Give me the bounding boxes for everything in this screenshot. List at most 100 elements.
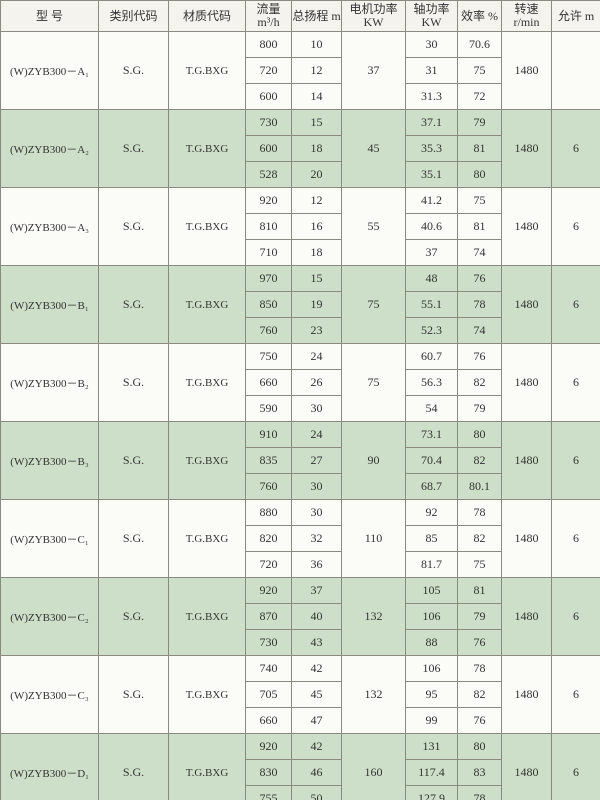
table-row: 600 18 35.3 81 (1, 135, 600, 162)
flow-cell: 910 (245, 421, 292, 448)
head-cell: 27 (291, 447, 342, 474)
npsh-cell: 6 (551, 421, 600, 500)
flow-cell: 755 (245, 785, 292, 800)
head-cell: 19 (291, 291, 342, 318)
head-cell: 42 (291, 733, 342, 760)
shaft-power-cell: 68.7 (405, 473, 458, 500)
table-row: (W)ZYB300－B₁ S.G. T.G.BXG 970 15 75 48 76 1480 6 (0, 265, 600, 344)
efficiency-cell: 82 (457, 681, 502, 708)
shaft-power-cell: 40.6 (405, 213, 458, 240)
material-cell: T.G.BXG (168, 187, 246, 266)
model-cell: (W)ZYB300－A₂ (0, 109, 99, 188)
efficiency-cell: 74 (457, 317, 502, 344)
shaft-power-cell: 56.3 (405, 369, 458, 396)
table-body: (W)ZYB300－A₁ S.G. T.G.BXG 800 10 37 30 70.6 1480… (0, 31, 600, 800)
head-cell: 47 (291, 707, 342, 734)
shaft-power-cell: 106 (405, 655, 458, 682)
efficiency-cell: 76 (457, 265, 502, 292)
flow-cell: 660 (245, 369, 292, 396)
model-cell: (W)ZYB300－B₃ (0, 421, 99, 500)
class-cell: S.G. (98, 265, 169, 344)
efficiency-cell: 82 (457, 525, 502, 552)
table-row: 760 30 68.7 80.1 (1, 473, 600, 500)
head-cell: 24 (291, 421, 342, 448)
efficiency-cell: 81 (457, 577, 502, 604)
flow-cell: 760 (245, 473, 292, 500)
model-cell: (W)ZYB300－A₃ (0, 187, 99, 266)
head-cell: 14 (291, 83, 342, 110)
motor-power-cell: 37 (341, 31, 406, 110)
shaft-power-cell: 37.1 (405, 109, 458, 136)
efficiency-cell: 82 (457, 369, 502, 396)
class-cell: S.G. (98, 109, 169, 188)
head-cell: 10 (291, 31, 342, 58)
head-cell: 15 (291, 109, 342, 136)
model-cell: (W)ZYB300－C₂ (0, 577, 99, 656)
table-row: 528 20 35.1 80 (1, 161, 600, 188)
material-cell: T.G.BXG (168, 577, 246, 656)
head-cell: 16 (291, 213, 342, 240)
table-row: (W)ZYB300－A₃ S.G. T.G.BXG 920 12 55 41.2 75 1480… (0, 187, 600, 266)
class-cell: S.G. (98, 655, 169, 734)
head-cell: 36 (291, 551, 342, 578)
material-cell: T.G.BXG (168, 31, 246, 110)
speed-cell: 1480 (501, 577, 552, 656)
shaft-power-cell: 81.7 (405, 551, 458, 578)
flow-cell: 740 (245, 655, 292, 682)
head-cell: 12 (291, 57, 342, 84)
table-row: 590 30 54 79 (1, 395, 600, 422)
speed-cell: 1480 (501, 109, 552, 188)
table-row: (W)ZYB300－C₂ S.G. T.G.BXG 920 37 132 105 81 1480… (0, 577, 600, 656)
table-row: (W)ZYB300－C₃ S.G. T.G.BXG 740 42 132 106 78 1480… (0, 655, 600, 734)
class-cell: S.G. (98, 31, 169, 110)
table-row: (W)ZYB300－B₃ S.G. T.G.BXG 910 24 90 73.1 80 1480… (0, 421, 600, 500)
efficiency-cell: 79 (457, 109, 502, 136)
efficiency-cell: 70.6 (457, 31, 502, 58)
motor-power-cell: 132 (341, 655, 406, 734)
header-cell: 材质代码 (168, 0, 246, 32)
npsh-cell: 6 (551, 577, 600, 656)
header-row: 型 号类别代码 材质代码 流量 m³/h 总扬程 m 电机功率 KW 轴功率 KW 效率 %… (0, 0, 600, 32)
head-cell: 18 (291, 239, 342, 266)
motor-power-cell: 110 (341, 499, 406, 578)
speed-cell: 1480 (501, 343, 552, 422)
motor-power-cell: 75 (341, 343, 406, 422)
header-cell: 轴功率 KW (405, 0, 458, 32)
head-cell: 37 (291, 577, 342, 604)
shaft-power-cell: 52.3 (405, 317, 458, 344)
head-cell: 30 (291, 499, 342, 526)
efficiency-cell: 76 (457, 343, 502, 370)
flow-cell: 528 (245, 161, 292, 188)
header-cell: 效率 % (457, 0, 502, 32)
shaft-power-cell: 95 (405, 681, 458, 708)
model-cell: (W)ZYB300－C₁ (0, 499, 99, 578)
flow-cell: 830 (245, 759, 292, 786)
head-cell: 45 (291, 681, 342, 708)
header-cell: 类别代码 (98, 0, 169, 32)
shaft-power-cell: 41.2 (405, 187, 458, 214)
head-cell: 12 (291, 187, 342, 214)
efficiency-cell: 79 (457, 603, 502, 630)
flow-cell: 850 (245, 291, 292, 318)
table-row: 720 12 31 75 (1, 57, 600, 84)
shaft-power-cell: 85 (405, 525, 458, 552)
efficiency-cell: 74 (457, 239, 502, 266)
table-row: (W)ZYB300－B₂ S.G. T.G.BXG 750 24 75 60.7 76 1480… (0, 343, 600, 422)
model-cell: (W)ZYB300－B₂ (0, 343, 99, 422)
material-cell: T.G.BXG (168, 733, 246, 800)
speed-cell: 1480 (501, 265, 552, 344)
table-row: (W)ZYB300－D₁ S.G. T.G.BXG 920 42 160 131 80 1480… (0, 733, 600, 800)
head-cell: 32 (291, 525, 342, 552)
class-cell: S.G. (98, 343, 169, 422)
motor-power-cell: 160 (341, 733, 406, 800)
header-cell: 电机功率 KW (341, 0, 406, 32)
efficiency-cell: 79 (457, 395, 502, 422)
head-cell: 43 (291, 629, 342, 656)
table-row: (W)ZYB300－A₂ S.G. T.G.BXG 730 15 45 37.1 79 1480… (0, 109, 600, 188)
flow-cell: 920 (245, 187, 292, 214)
head-cell: 20 (291, 161, 342, 188)
flow-cell: 920 (245, 577, 292, 604)
material-cell: T.G.BXG (168, 109, 246, 188)
efficiency-cell: 78 (457, 291, 502, 318)
efficiency-cell: 80.1 (457, 473, 502, 500)
